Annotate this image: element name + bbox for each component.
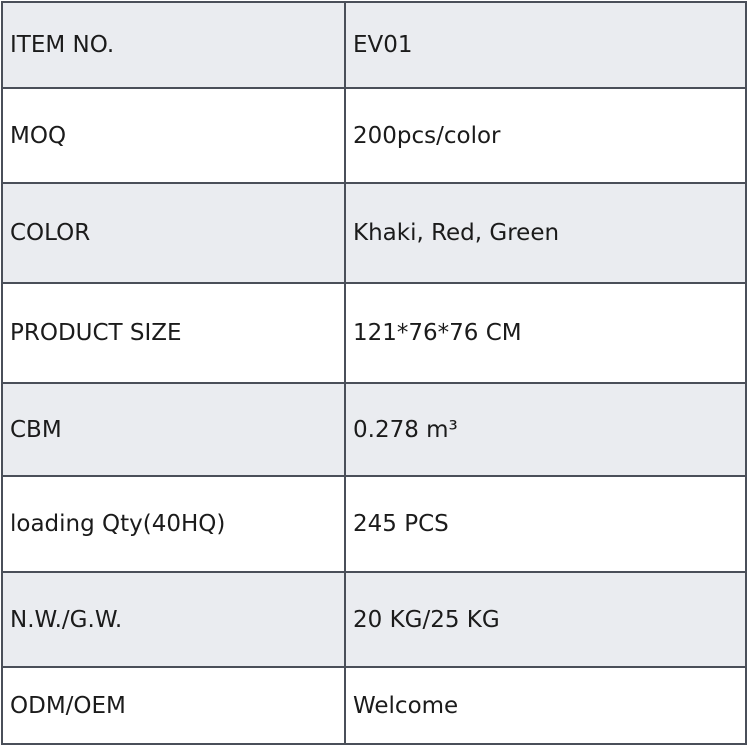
spec-value-cell: 245 PCS — [344, 475, 747, 573]
spec-value-cell: 200pcs/color — [344, 87, 747, 184]
table-row: loading Qty(40HQ) 245 PCS — [1, 475, 747, 573]
table-row: COLOR Khaki, Red, Green — [1, 182, 747, 284]
table-row: CBM 0.278 m³ — [1, 382, 747, 477]
table-row: PRODUCT SIZE 121*76*76 CM — [1, 282, 747, 384]
spec-label-cell: N.W./G.W. — [1, 571, 346, 668]
table-row: N.W./G.W. 20 KG/25 KG — [1, 571, 747, 668]
spec-label-cell: ODM/OEM — [1, 666, 346, 745]
spec-value-cell: 20 KG/25 KG — [344, 571, 747, 668]
spec-value-cell: Khaki, Red, Green — [344, 182, 747, 284]
spec-label-cell: CBM — [1, 382, 346, 477]
spec-value-cell: 0.278 m³ — [344, 382, 747, 477]
spec-label-cell: PRODUCT SIZE — [1, 282, 346, 384]
spec-label-cell: loading Qty(40HQ) — [1, 475, 346, 573]
spec-value-cell: Welcome — [344, 666, 747, 745]
spec-label-cell: MOQ — [1, 87, 346, 184]
table-row: MOQ 200pcs/color — [1, 87, 747, 184]
table-row: ITEM NO. EV01 — [1, 1, 747, 89]
spec-value-cell: 121*76*76 CM — [344, 282, 747, 384]
spec-value-cell: EV01 — [344, 1, 747, 89]
spec-label-cell: ITEM NO. — [1, 1, 346, 89]
spec-label-cell: COLOR — [1, 182, 346, 284]
table-row: ODM/OEM Welcome — [1, 666, 747, 745]
